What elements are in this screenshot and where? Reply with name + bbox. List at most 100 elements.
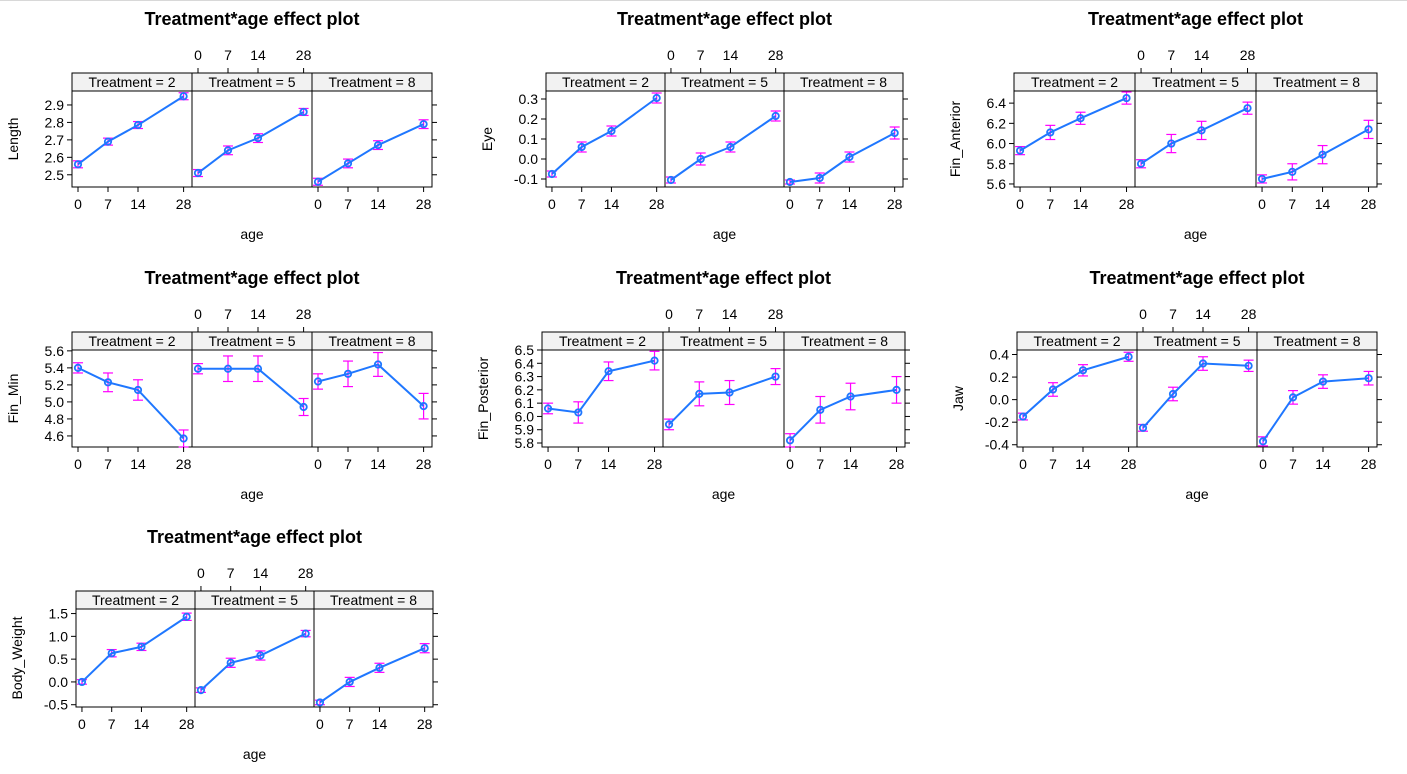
series-line [77, 95, 185, 166]
y-tick-label: 2.9 [45, 97, 65, 113]
y-axis-label: Fin_Min [5, 374, 21, 424]
x-tick-label: 28 [179, 716, 195, 732]
y-tick-label: 4.6 [45, 428, 65, 444]
data-point [299, 107, 308, 117]
effect-plot-5: Treatment*age effect plot 0 7 14 28 Jaw age Tre… [950, 268, 1382, 502]
data-point [223, 364, 233, 373]
strip-label: Treatment = 8 [1273, 333, 1360, 349]
x-tick-label: 14 [1315, 196, 1331, 212]
x-tick-label: 14 [1315, 456, 1331, 472]
y-axis-label: Fin_Posterior [475, 357, 491, 441]
series-line [200, 632, 307, 691]
x-tick-label: 28 [417, 716, 433, 732]
strip-label: Treatment = 8 [1273, 74, 1360, 90]
data-point [1078, 366, 1088, 375]
data-point [73, 363, 83, 372]
data-point [1048, 385, 1058, 394]
series-line [789, 388, 897, 442]
data-point [137, 642, 146, 651]
x-tick-label: 28 [649, 196, 665, 212]
data-point [771, 372, 780, 381]
chart-title: Treatment*age effect plot [1088, 9, 1303, 29]
effect-plot-1: Treatment*age effect plot 0 7 14 28 Eye age Tre… [479, 9, 908, 242]
y-tick-label: 6.1 [515, 395, 535, 411]
x-tick-label: 14 [842, 196, 858, 212]
series-line [1142, 362, 1249, 429]
strip-label: Treatment = 8 [330, 592, 417, 608]
y-axis-label: Length [5, 118, 21, 161]
panel-treatment-2: Treatment = 8 [311, 72, 433, 188]
x-tick-label: 28 [647, 456, 663, 472]
data-point [1167, 139, 1176, 148]
y-tick-label: 5.6 [45, 343, 65, 359]
data-point [1257, 174, 1267, 184]
strip-label: Treatment = 8 [801, 333, 888, 349]
data-point [133, 120, 143, 130]
data-point [1288, 167, 1297, 176]
data-point [1243, 104, 1252, 113]
panel-frame [71, 349, 193, 448]
x-axis-label: age [1185, 486, 1209, 502]
data-point [253, 134, 263, 143]
y-tick-label: 5.6 [987, 176, 1007, 192]
panel-treatment-0: Treatment = 2 [71, 331, 193, 448]
data-point [664, 420, 674, 429]
top-tick-label: 14 [1195, 306, 1211, 322]
y-axis-label: Eye [479, 127, 495, 151]
panel-treatment-2: Treatment = 8 [783, 331, 906, 448]
x-axis-label: age [240, 486, 264, 502]
x-tick-label: 28 [1361, 196, 1377, 212]
y-tick-label: 0.0 [519, 151, 539, 167]
x-tick-label: 0 [314, 456, 322, 472]
x-tick-label: 7 [1289, 456, 1297, 472]
panel-treatment-2: Treatment = 8 [1256, 331, 1378, 448]
data-point [223, 146, 233, 155]
y-tick-label: 6.0 [987, 136, 1007, 152]
data-point [107, 649, 116, 658]
series-line [77, 366, 185, 440]
data-point [604, 367, 613, 376]
x-tick-label: 28 [176, 456, 192, 472]
y-tick-label: 2.5 [45, 167, 65, 183]
top-tick-label: 0 [194, 47, 202, 63]
y-tick-label: 5.4 [45, 360, 65, 376]
x-tick-label: 0 [1016, 196, 1024, 212]
series-line [551, 97, 658, 175]
strip-label: Treatment = 2 [1033, 333, 1120, 349]
data-point [373, 360, 383, 369]
top-tick-label: 0 [197, 565, 205, 581]
top-tick-label: 7 [695, 306, 703, 322]
top-tick-label: 0 [665, 306, 673, 322]
top-tick-label: 0 [667, 47, 675, 63]
data-point [196, 686, 206, 695]
x-tick-label: 14 [134, 716, 150, 732]
effect-plot-4: Treatment*age effect plot 0 7 14 28 Fin_Poste… [475, 268, 910, 502]
data-point [256, 651, 265, 660]
data-point [373, 141, 383, 150]
y-tick-label: 6.5 [515, 342, 535, 358]
y-tick-label: 0.5 [49, 651, 69, 667]
chart-title: Treatment*age effect plot [1089, 268, 1304, 288]
x-tick-label: 0 [1258, 196, 1266, 212]
data-point [890, 128, 899, 138]
y-tick-label: 0.0 [49, 674, 69, 690]
data-point [1198, 359, 1208, 368]
top-tick-label: 14 [250, 306, 266, 322]
series-line [547, 359, 655, 414]
panel-treatment-1: Treatment = 5 [191, 72, 313, 188]
data-point [892, 385, 901, 394]
x-tick-label: 7 [108, 716, 116, 732]
y-tick-label: 6.2 [987, 115, 1007, 131]
panel-frame [1013, 90, 1136, 188]
y-tick-label: 5.9 [515, 422, 535, 438]
series-line [197, 111, 305, 174]
panel-treatment-1: Treatment = 5 [664, 72, 785, 188]
y-tick-label: 6.0 [515, 408, 535, 424]
y-tick-label: 0.4 [990, 347, 1010, 363]
data-point [785, 177, 795, 187]
y-tick-label: 0.1 [519, 131, 539, 147]
x-tick-label: 0 [786, 456, 794, 472]
x-tick-label: 7 [1288, 196, 1296, 212]
x-tick-label: 7 [104, 196, 112, 212]
panel-frame [1255, 90, 1378, 188]
